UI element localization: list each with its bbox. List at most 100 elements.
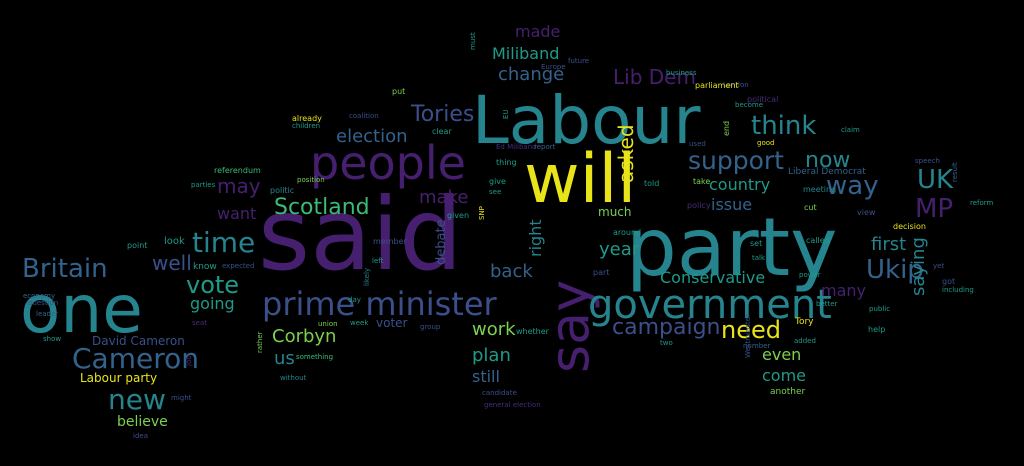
cloud-word: around bbox=[613, 228, 642, 237]
cloud-word: point bbox=[127, 241, 148, 250]
cloud-word: talk bbox=[752, 254, 766, 262]
cloud-word: good bbox=[757, 139, 775, 147]
cloud-word: think bbox=[751, 111, 817, 141]
cloud-word: way bbox=[826, 171, 879, 201]
cloud-word: government bbox=[588, 282, 832, 328]
cloud-word: Corbyn bbox=[272, 326, 337, 347]
cloud-word: left bbox=[372, 257, 384, 265]
cloud-word: see bbox=[489, 188, 502, 196]
cloud-word: without bbox=[280, 374, 307, 382]
cloud-word: must bbox=[469, 32, 477, 50]
cloud-word: Labour bbox=[472, 82, 701, 159]
cloud-word: idea bbox=[133, 432, 148, 440]
cloud-word: Miliband bbox=[492, 44, 560, 63]
cloud-word: many bbox=[821, 281, 866, 300]
cloud-word: support bbox=[688, 146, 784, 175]
cloud-word: come bbox=[762, 366, 807, 385]
cloud-word: likely bbox=[363, 267, 371, 286]
cloud-word: Westminster bbox=[744, 314, 752, 358]
cloud-word: political bbox=[747, 95, 779, 104]
cloud-word: including bbox=[942, 286, 974, 294]
cloud-word: general election bbox=[484, 401, 541, 409]
cloud-word: UK bbox=[917, 165, 954, 195]
cloud-word: reform bbox=[970, 199, 994, 207]
cloud-word: politic bbox=[270, 186, 295, 195]
cloud-word: given bbox=[447, 211, 470, 220]
cloud-word: set bbox=[750, 239, 763, 248]
cloud-word: MP bbox=[915, 194, 954, 224]
cloud-word: voter bbox=[376, 316, 408, 330]
cloud-word: saying bbox=[908, 237, 929, 296]
cloud-word: future bbox=[568, 57, 590, 65]
cloud-word: new bbox=[108, 383, 166, 416]
cloud-word: Ukip bbox=[866, 255, 924, 285]
cloud-word: report bbox=[534, 143, 556, 151]
cloud-word: believe bbox=[117, 414, 168, 430]
cloud-word: asked bbox=[614, 124, 638, 183]
cloud-word: Liberal Democrat bbox=[788, 167, 866, 177]
cloud-word: part bbox=[593, 268, 610, 277]
cloud-word: make bbox=[419, 187, 469, 208]
cloud-word: public bbox=[869, 305, 891, 313]
cloud-word: rather bbox=[256, 331, 264, 353]
cloud-word: become bbox=[735, 101, 764, 109]
cloud-word: debate bbox=[434, 219, 449, 265]
cloud-word: will bbox=[524, 140, 637, 219]
cloud-word: position bbox=[297, 176, 325, 184]
cloud-word: policy bbox=[687, 201, 711, 210]
cloud-word: union bbox=[318, 320, 338, 328]
cloud-word: result bbox=[951, 162, 959, 182]
cloud-word: help bbox=[868, 325, 886, 334]
cloud-word: take bbox=[693, 177, 711, 186]
cloud-word: issue bbox=[711, 195, 753, 214]
cloud-word: expected bbox=[222, 262, 255, 270]
cloud-word: work bbox=[472, 319, 516, 340]
cloud-word: time bbox=[192, 226, 256, 259]
cloud-word: Labour party bbox=[80, 371, 158, 385]
cloud-word: even bbox=[762, 345, 802, 364]
cloud-word: something bbox=[296, 353, 334, 361]
cloud-word: children bbox=[292, 122, 321, 130]
cloud-word: Cameron bbox=[72, 342, 199, 375]
cloud-word: member bbox=[373, 237, 407, 246]
cloud-word: plan bbox=[472, 345, 511, 366]
cloud-word: right bbox=[526, 219, 545, 257]
cloud-word: number bbox=[743, 342, 771, 350]
cloud-word: people bbox=[310, 136, 466, 190]
cloud-word: better bbox=[816, 300, 838, 308]
cloud-word: Europe bbox=[541, 63, 566, 71]
cloud-word: thing bbox=[496, 158, 517, 167]
cloud-word: yet bbox=[933, 262, 945, 270]
cloud-word: Tories bbox=[411, 102, 475, 127]
cloud-word: leader bbox=[36, 310, 59, 318]
cloud-word: change bbox=[498, 64, 565, 85]
cloud-word: year bbox=[599, 239, 640, 260]
cloud-word: might bbox=[171, 394, 192, 402]
cloud-word: back bbox=[490, 261, 533, 282]
cloud-word: meeting bbox=[803, 185, 837, 194]
cloud-word: clear bbox=[432, 127, 452, 136]
cloud-word: much bbox=[598, 205, 632, 219]
cloud-word: view bbox=[857, 208, 876, 217]
cloud-word: put bbox=[392, 87, 406, 96]
cloud-word: may bbox=[217, 174, 261, 198]
cloud-word: speech bbox=[915, 157, 940, 165]
cloud-word: another bbox=[770, 387, 806, 397]
cloud-word: called bbox=[806, 236, 830, 245]
cloud-word: EU bbox=[502, 109, 510, 119]
cloud-word: David Cameron bbox=[92, 334, 185, 348]
cloud-word: claim bbox=[841, 126, 860, 134]
cloud-word: said bbox=[258, 176, 463, 293]
cloud-word: look bbox=[164, 236, 185, 247]
cloud-word: now bbox=[805, 148, 851, 173]
cloud-word: two bbox=[660, 339, 673, 347]
cloud-word: party bbox=[626, 201, 838, 294]
cloud-word: group bbox=[420, 323, 441, 331]
cloud-word: SNP bbox=[478, 206, 486, 220]
cloud-word: show bbox=[43, 335, 62, 343]
cloud-word: day bbox=[348, 296, 361, 304]
cloud-word: whether bbox=[516, 327, 549, 336]
cloud-word: job bbox=[185, 355, 193, 366]
cloud-word: first bbox=[871, 234, 907, 255]
cloud-word: Britain bbox=[22, 254, 108, 284]
